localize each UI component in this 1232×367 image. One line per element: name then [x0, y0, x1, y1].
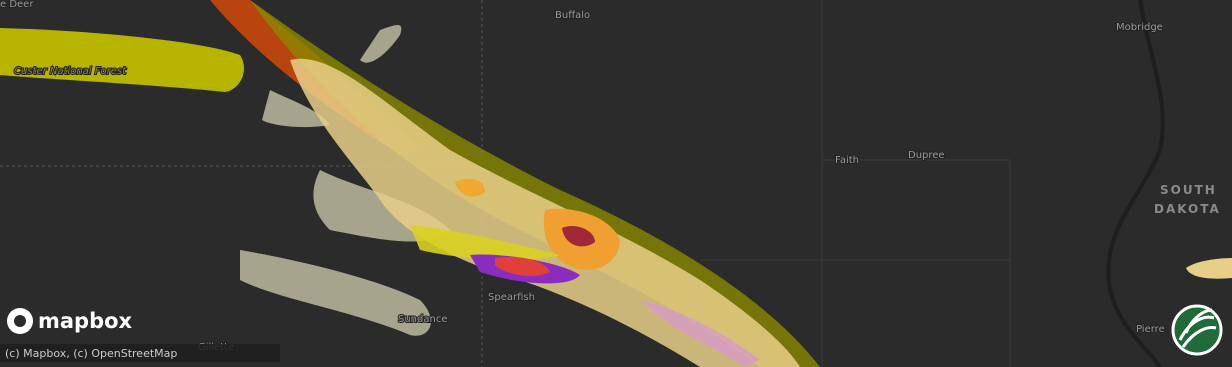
- swath-lime: [410, 225, 560, 260]
- place-label: Sundance: [398, 314, 448, 325]
- swath-pink: [640, 300, 760, 367]
- place-label: e Deer: [0, 0, 34, 10]
- place-label: Mobridge: [1116, 22, 1163, 33]
- swath-crimson: [495, 257, 550, 276]
- place-label: Faith: [835, 155, 859, 166]
- boundaries: [0, 0, 1165, 367]
- place-label: Buffalo: [555, 10, 590, 21]
- swath-yellow: [0, 28, 245, 92]
- attribution[interactable]: (c) Mapbox, (c) OpenStreetMap: [5, 347, 177, 360]
- place-label: Custer National Forest: [14, 66, 127, 77]
- state-label: SOUTH: [1160, 183, 1217, 197]
- place-label: Dupree: [908, 150, 945, 161]
- swath-darkred: [562, 225, 595, 247]
- mapbox-logo[interactable]: mapbox: [7, 308, 133, 334]
- corner-badge: [1171, 304, 1223, 356]
- place-label: Pierre: [1136, 324, 1165, 335]
- logo-text: mapbox: [38, 309, 133, 333]
- swath-gray: [240, 25, 450, 336]
- logo-icon-inner: [14, 315, 26, 327]
- swath-orange-small: [455, 178, 485, 197]
- attribution-bg: [0, 344, 280, 362]
- place-label: Spearfish: [488, 292, 535, 303]
- swath-east: [1186, 258, 1232, 279]
- state-label: DAKOTA: [1154, 202, 1221, 216]
